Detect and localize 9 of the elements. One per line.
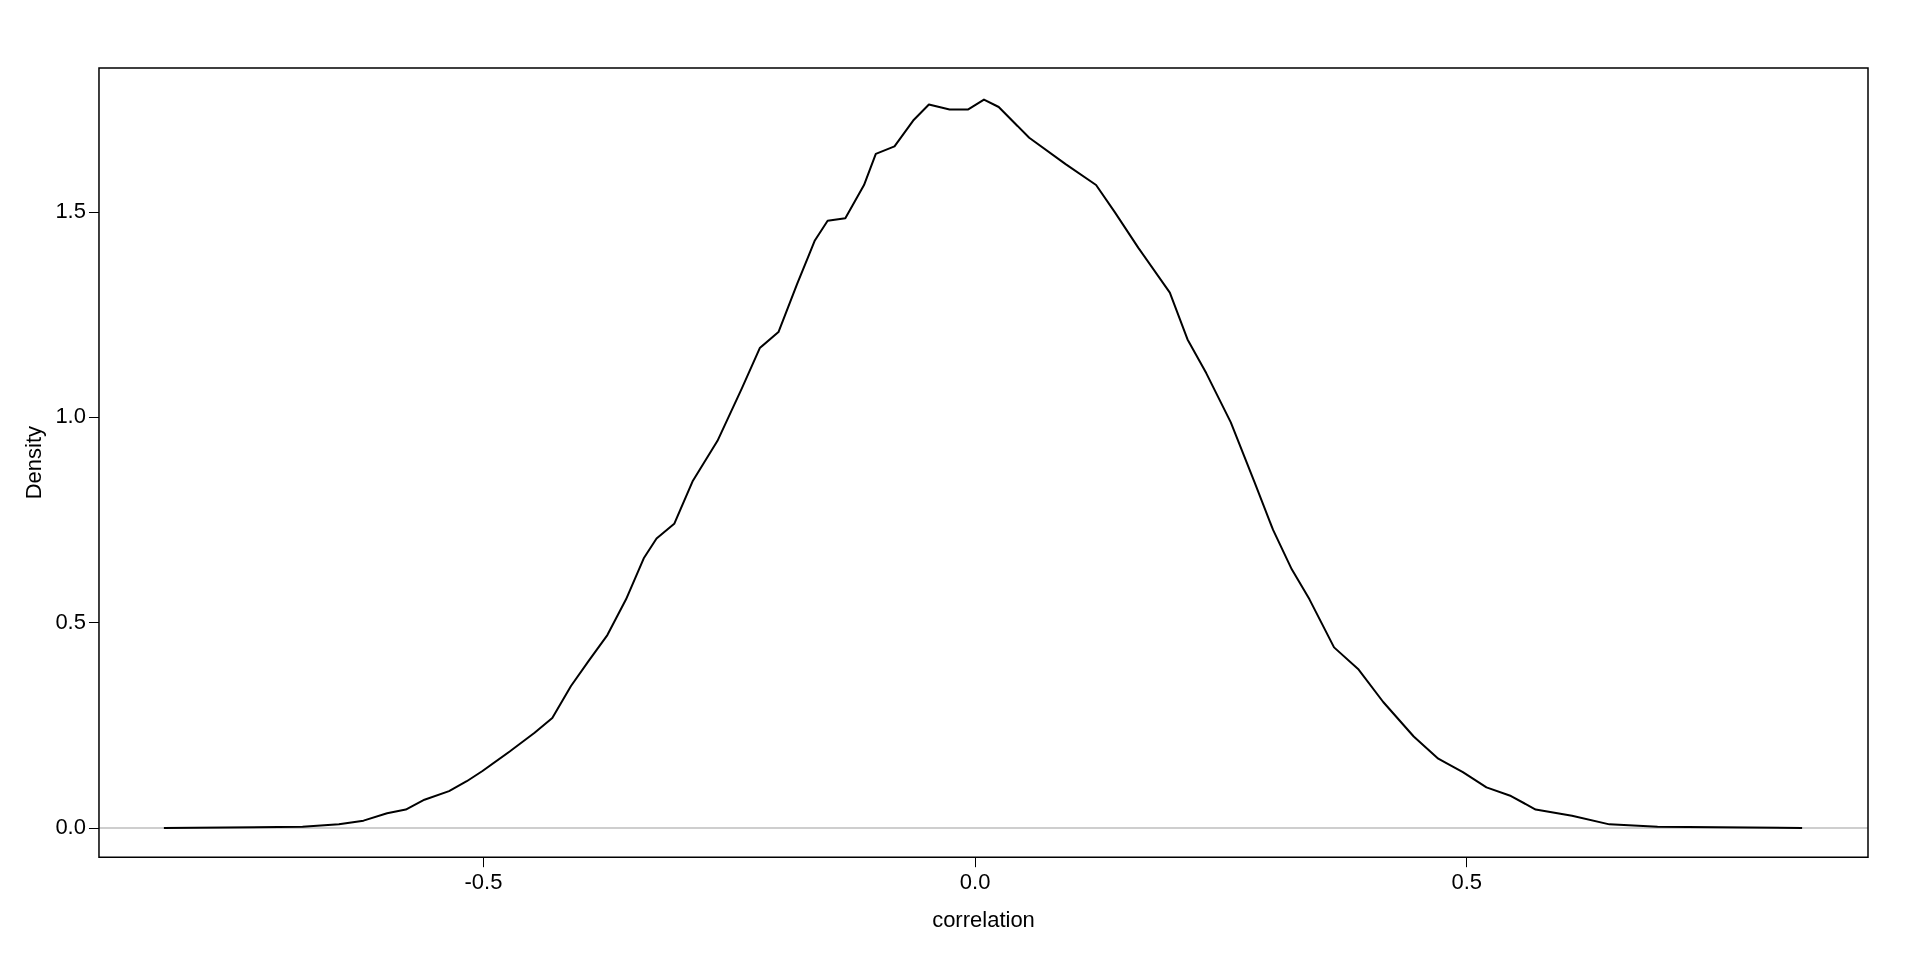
y-tick-label: 0.0 (55, 814, 86, 840)
y-tick-label: 1.0 (55, 403, 86, 429)
y-tick-label: 0.5 (55, 608, 86, 634)
y-axis-title: Density (21, 425, 47, 500)
x-tick-label: -0.5 (464, 869, 503, 895)
x-axis-title: correlation (932, 906, 1035, 932)
x-tick-label: 0.0 (959, 869, 991, 895)
x-tick-label: 0.5 (1451, 869, 1483, 895)
y-tick-label: 1.5 (55, 198, 86, 224)
